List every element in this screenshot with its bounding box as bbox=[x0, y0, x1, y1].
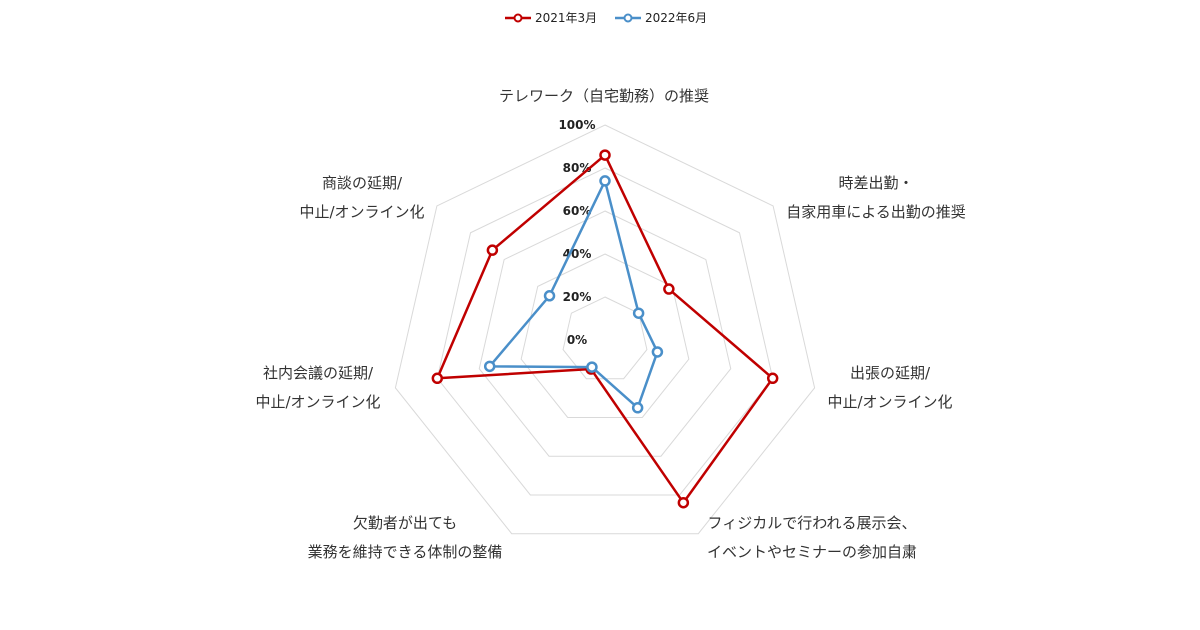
series-group bbox=[431, 149, 779, 509]
data-point bbox=[543, 290, 556, 302]
grid-ring bbox=[478, 210, 732, 457]
grid-ring bbox=[394, 124, 816, 535]
axis-label: 欠勤者が出ても業務を維持できる体制の整備 bbox=[308, 514, 503, 561]
grid-ring bbox=[436, 167, 774, 496]
series-line bbox=[488, 179, 659, 410]
legend-label: 2022年6月 bbox=[645, 11, 707, 25]
tick-label: 100% bbox=[558, 118, 595, 132]
data-point bbox=[431, 372, 444, 385]
grid-ring bbox=[520, 253, 690, 418]
data-point bbox=[483, 360, 496, 373]
data-point bbox=[766, 372, 779, 385]
series-2 bbox=[483, 175, 664, 414]
data-point bbox=[486, 244, 499, 256]
data-point bbox=[631, 402, 644, 414]
tick-label: 40% bbox=[563, 247, 592, 261]
axis-label: 出張の延期/中止/オンライン化 bbox=[827, 364, 952, 411]
tick-label: 60% bbox=[563, 204, 592, 218]
axis-label: 社内会議の延期/中止/オンライン化 bbox=[255, 364, 380, 411]
data-point bbox=[632, 307, 645, 319]
axis-label: 商談の延期/中止/オンライン化 bbox=[299, 174, 424, 221]
axis-label: フィジカルで行われる展示会、イベントやセミナーの参加自粛 bbox=[707, 514, 917, 561]
data-point bbox=[599, 175, 611, 187]
data-point bbox=[586, 361, 598, 373]
data-point bbox=[677, 496, 690, 509]
series-line bbox=[436, 153, 774, 504]
legend: 2021年3月 2022年6月 bbox=[505, 11, 707, 25]
legend-label: 2021年3月 bbox=[535, 11, 597, 25]
tick-labels: 0% 20% 40% 60% 80% 100% bbox=[558, 118, 595, 347]
data-point bbox=[663, 283, 675, 295]
radar-grid bbox=[394, 124, 816, 535]
axis-label: 時差出勤・自家用車による出勤の推奨 bbox=[786, 174, 966, 221]
data-point bbox=[599, 149, 611, 161]
legend-item: 2022年6月 bbox=[615, 11, 707, 25]
data-point bbox=[651, 346, 664, 358]
tick-label: 0% bbox=[567, 333, 587, 347]
tick-label: 80% bbox=[563, 161, 592, 175]
legend-item: 2021年3月 bbox=[505, 11, 597, 25]
series-1 bbox=[431, 149, 779, 509]
axis-labels: テレワーク（自宅勤務）の推奨時差出勤・自家用車による出勤の推奨出張の延期/中止/… bbox=[255, 87, 965, 561]
axis-label: テレワーク（自宅勤務）の推奨 bbox=[499, 87, 709, 105]
tick-label: 20% bbox=[563, 290, 592, 304]
